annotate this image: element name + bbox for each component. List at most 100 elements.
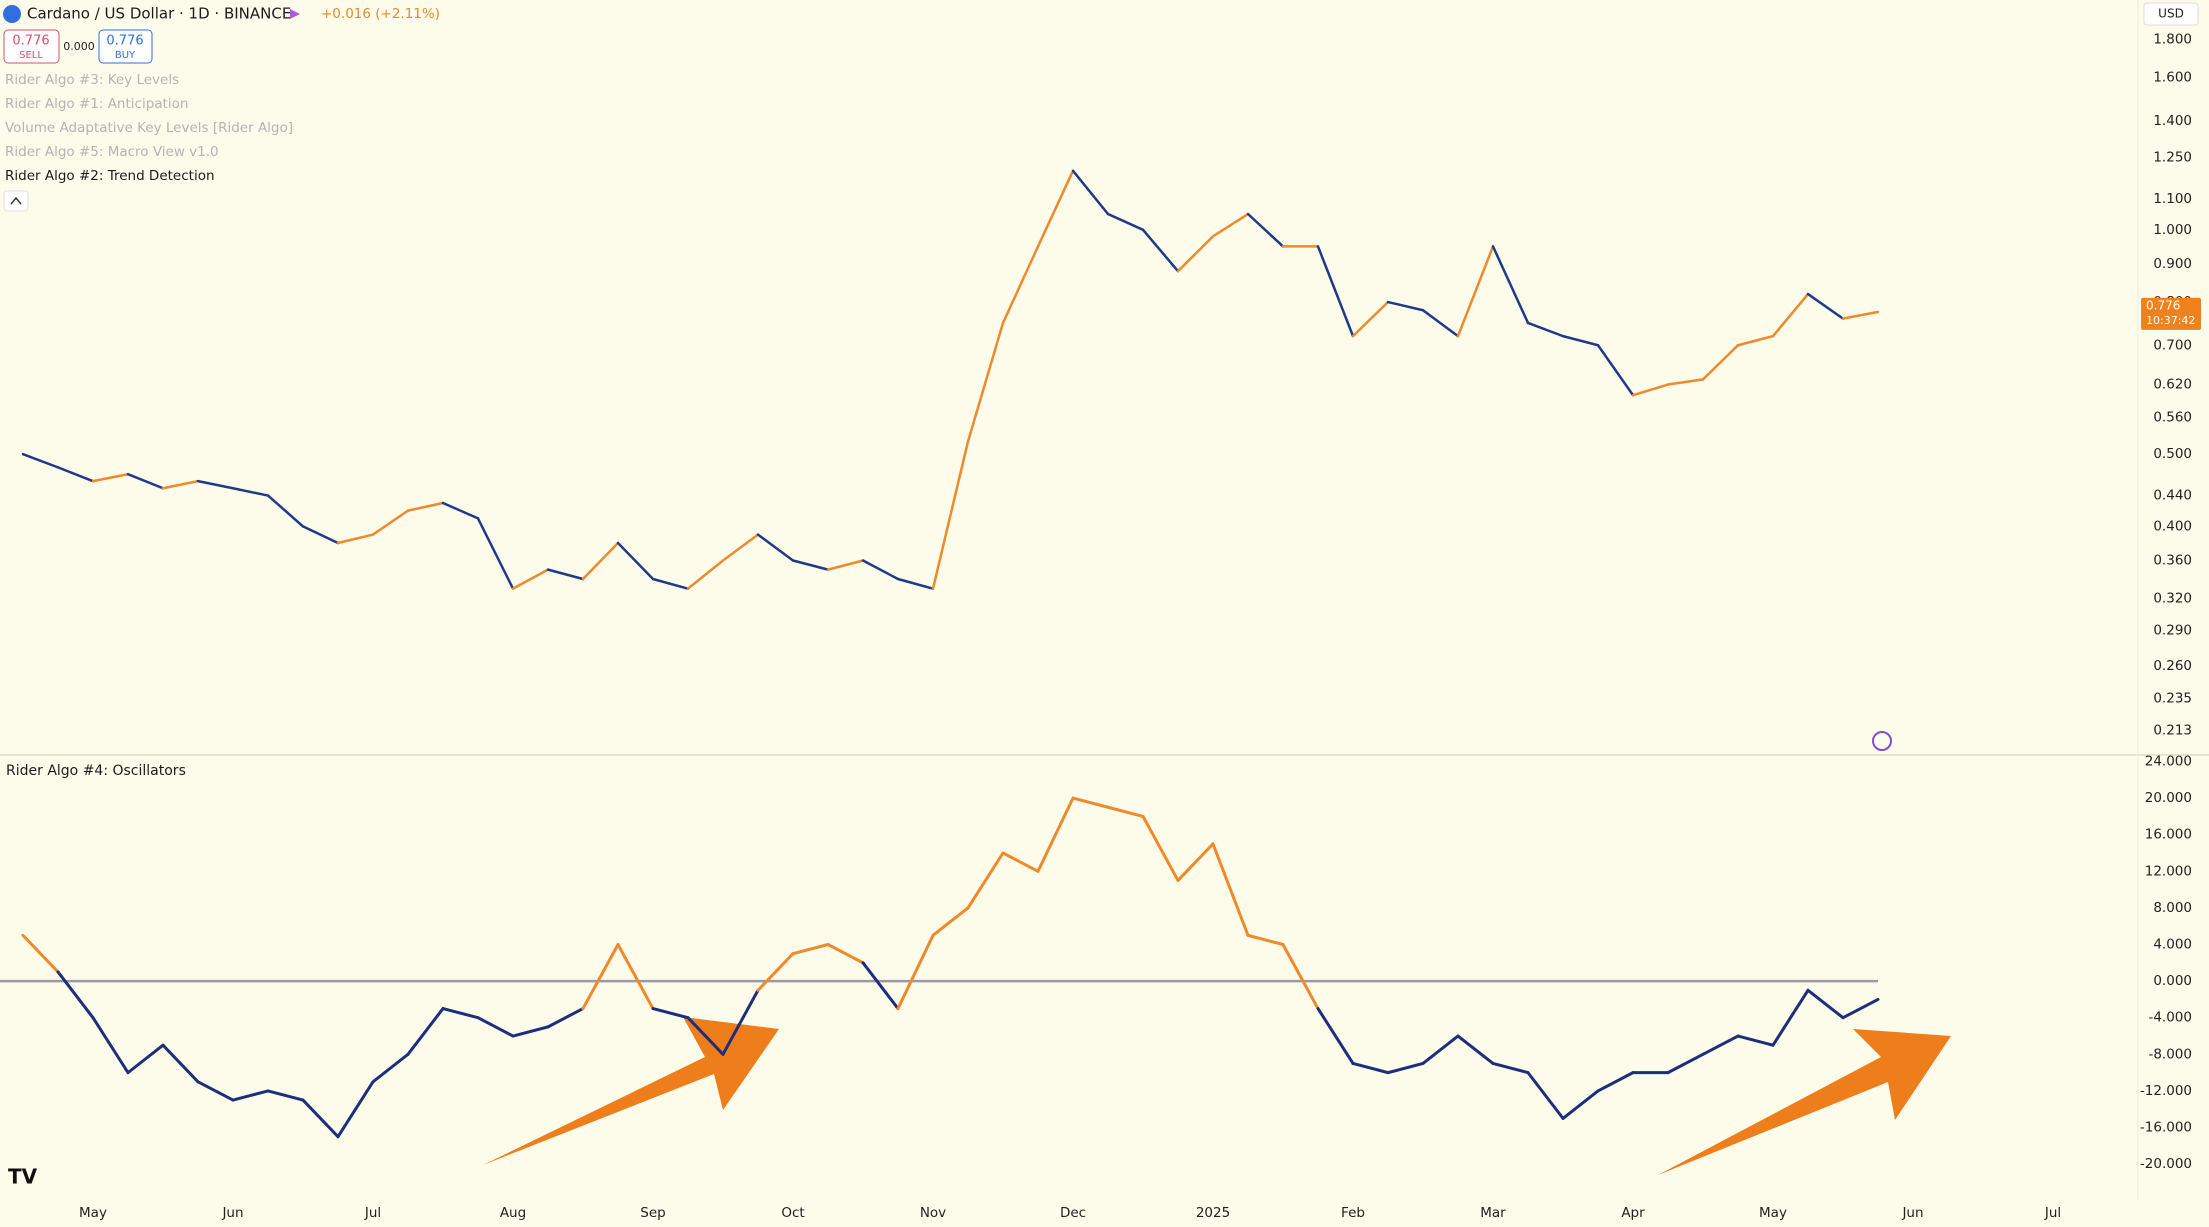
- line-segment: [161, 479, 200, 490]
- y-tick-label: 0.000: [2153, 973, 2192, 989]
- x-tick-label: Sep: [640, 1205, 665, 1221]
- line-segment: [336, 1080, 375, 1139]
- line-segment: [266, 494, 305, 528]
- buy-button[interactable]: [98, 29, 153, 64]
- x-tick-label: Oct: [781, 1205, 804, 1221]
- line-segment: [126, 472, 165, 490]
- symbol-title[interactable]: Cardano / US Dollar · 1D · BINANCE: [27, 5, 291, 23]
- y-tick-label: 0.213: [2153, 722, 2192, 738]
- line-segment: [1106, 212, 1145, 232]
- line-segment: [1351, 300, 1390, 338]
- line-segment: [1596, 344, 1635, 397]
- line-segment: [1421, 1034, 1460, 1065]
- line-segment: [791, 943, 830, 956]
- line-segment: [1246, 212, 1285, 248]
- line-segment: [1806, 292, 1845, 320]
- line-segment: [336, 533, 375, 545]
- y-tick-label: 0.260: [2153, 658, 2192, 674]
- line-segment: [1561, 1089, 1600, 1120]
- x-tick-label: Jul: [2044, 1205, 2061, 1221]
- y-tick-label: 1.250: [2153, 150, 2192, 166]
- indicator-label[interactable]: Rider Algo #1: Anticipation: [5, 96, 188, 112]
- alert-icon[interactable]: [290, 9, 300, 19]
- countdown: 10:37:42: [2146, 314, 2195, 327]
- indicator-label[interactable]: Volume Adaptative Key Levels [Rider Algo…: [5, 120, 293, 136]
- price-tag: [2141, 297, 2201, 330]
- sell-button[interactable]: [3, 29, 60, 64]
- buy-price: 0.776: [106, 34, 143, 49]
- line-segment: [616, 541, 655, 581]
- x-tick-label: Apr: [1621, 1205, 1645, 1221]
- line-segment: [1806, 988, 1845, 1020]
- line-segment: [1421, 308, 1460, 338]
- line-segment: [1666, 1052, 1705, 1075]
- line-segment: [1071, 169, 1110, 216]
- line-segment: [1071, 796, 1110, 809]
- x-tick-label: Feb: [1341, 1205, 1365, 1221]
- x-tick-label: May: [1759, 1205, 1787, 1221]
- y-tick-label: 0.320: [2153, 591, 2192, 607]
- replay-icon[interactable]: [1872, 731, 1892, 751]
- line-segment: [861, 961, 900, 1011]
- line-segment: [756, 952, 795, 992]
- y-tick-label: 0.235: [2153, 691, 2192, 707]
- y-tick-label: -20.000: [2140, 1156, 2192, 1172]
- line-segment: [1316, 1007, 1355, 1065]
- line-segment: [1001, 851, 1040, 873]
- line-segment: [231, 1089, 270, 1102]
- line-segment: [56, 466, 95, 483]
- line-segment: [1841, 997, 1880, 1020]
- collapse-button[interactable]: [3, 190, 29, 212]
- line-segment: [1631, 383, 1670, 397]
- line-segment: [91, 472, 130, 483]
- indicator-label[interactable]: Rider Algo #3: Key Levels: [5, 72, 179, 88]
- line-segment: [1491, 1061, 1530, 1075]
- line-segment: [1036, 796, 1075, 873]
- y-tick-label: 0.900: [2153, 256, 2192, 272]
- line-segment: [56, 970, 95, 1020]
- line-segment: [721, 988, 760, 1056]
- line-segment: [581, 541, 620, 581]
- line-segment: [266, 1089, 305, 1102]
- line-segment: [441, 501, 480, 520]
- line-segment: [301, 525, 340, 545]
- line-segment: [896, 577, 935, 590]
- y-tick-label: 0.700: [2153, 337, 2192, 353]
- line-segment: [476, 517, 515, 590]
- indicator-label[interactable]: Rider Algo #5: Macro View v1.0: [5, 144, 219, 160]
- line-segment: [1456, 1034, 1495, 1065]
- y-tick-label: 0.500: [2153, 446, 2192, 462]
- line-segment: [1736, 334, 1775, 347]
- y-tick-label: 24.000: [2145, 753, 2192, 769]
- y-tick-label: 0.290: [2153, 622, 2192, 638]
- x-tick-label: 2025: [1196, 1205, 1230, 1221]
- line-segment: [161, 1043, 200, 1084]
- line-segment: [1281, 943, 1320, 1011]
- indicator-label[interactable]: Rider Algo #2: Trend Detection: [5, 168, 215, 184]
- line-segment: [476, 1016, 515, 1038]
- line-segment: [1771, 292, 1810, 338]
- line-segment: [966, 321, 1005, 443]
- sell-label: SELL: [19, 50, 43, 61]
- line-segment: [1701, 344, 1740, 381]
- line-segment: [1701, 1034, 1740, 1056]
- symbol-logo: [3, 5, 21, 23]
- y-tick-label: 1.400: [2153, 113, 2192, 129]
- line-segment: [406, 501, 445, 512]
- line-segment: [1561, 334, 1600, 347]
- line-segment: [1736, 1034, 1775, 1047]
- brand-logo[interactable]: TV: [8, 1165, 38, 1189]
- y-tick-label: 1.000: [2153, 222, 2192, 238]
- line-segment: [1456, 245, 1495, 338]
- line-segment: [931, 440, 970, 590]
- line-segment: [546, 1007, 585, 1029]
- line-segment: [21, 933, 60, 974]
- currency-button[interactable]: [2143, 2, 2199, 26]
- y-tick-label: 4.000: [2153, 937, 2192, 953]
- line-segment: [791, 559, 830, 571]
- line-segment: [1036, 169, 1075, 248]
- line-segment: [966, 851, 1005, 910]
- y-tick-label: 12.000: [2145, 863, 2192, 879]
